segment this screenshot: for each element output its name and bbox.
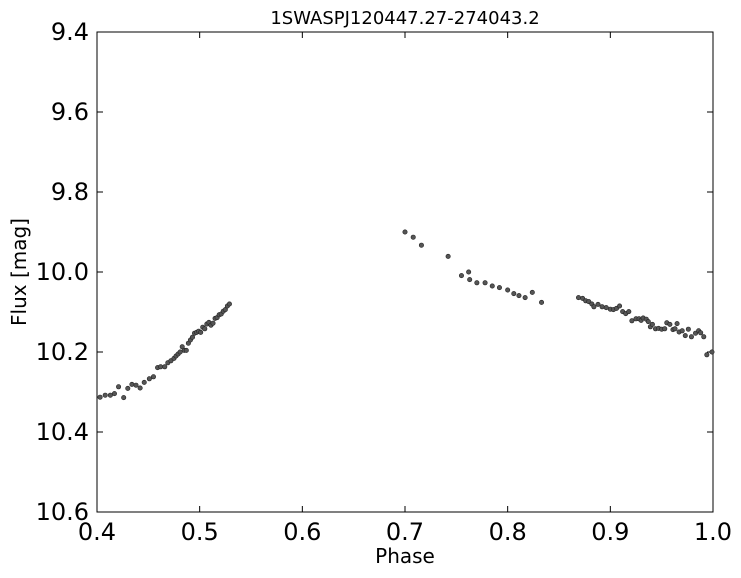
x-tick-label: 0.4 (78, 518, 116, 546)
y-tick-label: 10.6 (36, 498, 89, 526)
x-axis-label: Phase (375, 544, 435, 568)
y-tick-label: 10.4 (36, 418, 89, 446)
data-point (662, 326, 668, 332)
data-point (704, 352, 710, 358)
x-tick-label: 0.9 (591, 518, 629, 546)
data-point (511, 291, 517, 297)
data-point (125, 385, 131, 391)
data-point (595, 301, 601, 307)
data-point (539, 299, 545, 305)
data-points (97, 229, 715, 401)
x-tick-label: 0.7 (386, 518, 424, 546)
data-point (603, 305, 609, 311)
x-tick-label: 1.0 (694, 518, 732, 546)
data-point (226, 301, 232, 307)
data-point (177, 349, 183, 355)
data-point (682, 333, 688, 339)
data-point (445, 253, 451, 259)
data-point (466, 269, 472, 275)
plot-area (96, 31, 714, 513)
data-point (505, 287, 511, 293)
data-point (141, 379, 147, 385)
data-point (111, 391, 117, 397)
data-point (129, 381, 135, 387)
data-point (591, 304, 597, 310)
y-tick-label: 9.8 (51, 178, 89, 206)
data-point (685, 326, 691, 332)
data-point (698, 330, 704, 336)
data-point (709, 349, 715, 355)
data-point (576, 295, 582, 301)
data-point (116, 384, 122, 390)
data-point (402, 229, 408, 235)
chart-title: 1SWASPJ120447.27-274043.2 (270, 8, 539, 29)
data-point (137, 385, 143, 391)
data-point (410, 234, 416, 240)
data-point (133, 382, 139, 388)
data-point (158, 364, 164, 370)
data-point (150, 374, 156, 380)
data-point (198, 329, 204, 335)
data-point (522, 295, 528, 301)
data-point (701, 334, 707, 340)
data-point (183, 347, 189, 353)
y-axis-label: Flux [mag] (7, 218, 31, 326)
data-point (418, 242, 424, 248)
x-tick-label: 0.5 (181, 518, 219, 546)
y-tick-label: 9.6 (51, 98, 89, 126)
data-point (162, 364, 168, 370)
data-point (107, 392, 113, 398)
data-point (626, 309, 632, 315)
data-point (474, 280, 480, 286)
y-tick-label: 10.2 (36, 338, 89, 366)
data-point (645, 319, 651, 325)
data-point (489, 283, 495, 289)
y-tick-label: 10.0 (36, 258, 89, 286)
data-point (617, 303, 623, 309)
data-point (649, 321, 655, 327)
data-point (599, 304, 605, 310)
data-point (458, 273, 464, 279)
data-point (146, 376, 152, 382)
data-point (529, 289, 535, 295)
data-point (102, 392, 108, 398)
data-point (189, 334, 195, 340)
data-point (679, 328, 685, 334)
data-point (674, 321, 680, 327)
data-point (202, 326, 208, 332)
data-point (516, 293, 522, 299)
data-point (121, 395, 127, 401)
data-point (672, 326, 678, 332)
data-point (667, 321, 673, 327)
data-point (210, 320, 216, 326)
data-point (467, 277, 473, 283)
data-point (496, 285, 502, 291)
data-point (97, 394, 103, 400)
x-tick-label: 0.8 (489, 518, 527, 546)
y-tick-label: 9.4 (51, 18, 89, 46)
axis-ticks: 0.4 0.5 0.6 0.7 0.8 0.9 1.0 9.4 9.6 9.8 10.0 10.2 10… (36, 18, 733, 546)
data-point (482, 280, 488, 286)
x-tick-label: 0.6 (283, 518, 321, 546)
data-point (688, 334, 694, 340)
data-point (629, 318, 635, 324)
